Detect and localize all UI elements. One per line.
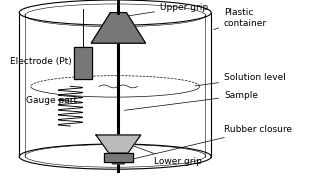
- Text: Lower grip: Lower grip: [131, 145, 202, 166]
- Polygon shape: [96, 135, 141, 153]
- Polygon shape: [91, 13, 146, 43]
- Polygon shape: [104, 153, 133, 162]
- Text: Sample: Sample: [124, 91, 258, 110]
- Text: Gauge part: Gauge part: [26, 96, 83, 106]
- Text: Rubber closure: Rubber closure: [132, 125, 292, 159]
- Polygon shape: [75, 47, 92, 79]
- Text: Solution level: Solution level: [195, 73, 286, 86]
- Text: Plastic
container: Plastic container: [214, 8, 267, 30]
- Text: Upper grip: Upper grip: [129, 3, 208, 16]
- Text: Electrode (Pt): Electrode (Pt): [10, 57, 75, 66]
- Polygon shape: [107, 156, 130, 164]
